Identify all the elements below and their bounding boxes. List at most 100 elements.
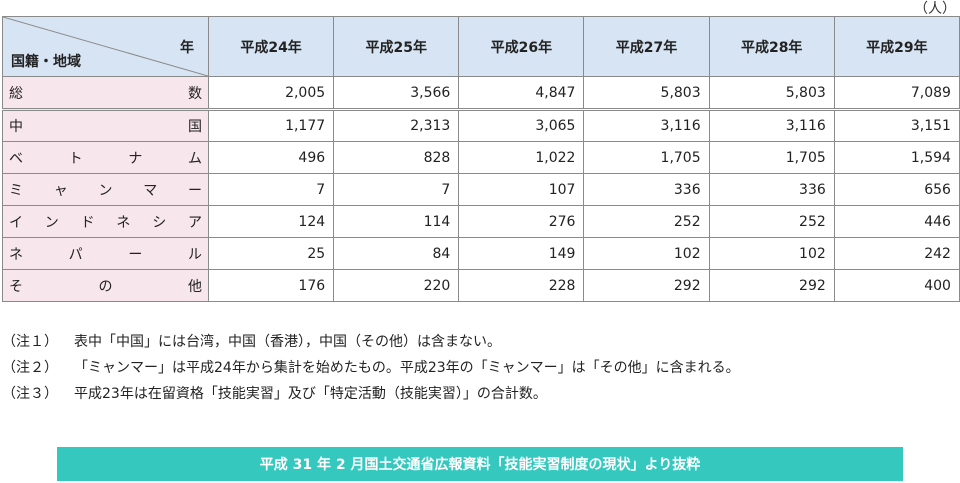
value-cell: 3,065 bbox=[458, 109, 585, 142]
value-cell: 7 bbox=[207, 173, 335, 206]
value-cell: 1,177 bbox=[207, 109, 335, 142]
value-cell: 252 bbox=[583, 205, 710, 238]
value-cell: 496 bbox=[207, 141, 335, 174]
value-cell: 2,005 bbox=[207, 76, 335, 111]
row-label-char: イ bbox=[9, 214, 23, 231]
value-cell: 102 bbox=[583, 237, 710, 270]
year-header: 平成26年 bbox=[458, 16, 585, 77]
value-cell: 1,594 bbox=[833, 141, 960, 174]
value-cell: 84 bbox=[333, 237, 460, 270]
value-cell: 114 bbox=[333, 205, 460, 238]
table-row: ネパール 25 84 149 102 102 242 bbox=[2, 237, 960, 270]
row-label-cell: その他 bbox=[2, 269, 209, 302]
row-label-char: ド bbox=[80, 214, 95, 231]
note-tag: （注１） bbox=[2, 334, 58, 350]
year-header: 平成27年 bbox=[583, 16, 710, 77]
row-label-char: マ bbox=[143, 182, 158, 199]
table-row: その他 176 220 228 292 292 400 bbox=[2, 269, 960, 302]
value-cell: 400 bbox=[833, 269, 960, 302]
total-row: 総数 2,005 3,566 4,847 5,803 5,803 7,089 bbox=[2, 76, 960, 111]
row-label: ネパール bbox=[9, 244, 202, 264]
value-cell: 446 bbox=[833, 205, 960, 238]
value-cell: 828 bbox=[333, 141, 460, 174]
row-label-cell: ミャンマー bbox=[2, 173, 209, 206]
table-row: ミャンマー 7 7 107 336 336 656 bbox=[2, 173, 960, 206]
row-label-char: ネ bbox=[9, 246, 23, 263]
value-cell: 124 bbox=[207, 205, 335, 238]
row-label-char: ー bbox=[128, 246, 143, 263]
year-header: 平成29年 bbox=[833, 16, 960, 77]
row-label-char: ベ bbox=[9, 150, 23, 167]
value-cell: 176 bbox=[207, 269, 335, 302]
row-label: その他 bbox=[9, 276, 202, 296]
row-label-cell: ベトナム bbox=[2, 141, 209, 174]
year-header: 平成25年 bbox=[333, 16, 460, 77]
corner-country-label: 国籍・地域 bbox=[11, 54, 81, 70]
diagonal-divider bbox=[3, 17, 208, 76]
row-label-char: の bbox=[98, 278, 113, 295]
row-label-cell: 総数 bbox=[2, 76, 209, 111]
corner-header-cell: 年 国籍・地域 bbox=[2, 16, 209, 77]
row-label: インドネシア bbox=[9, 212, 202, 232]
value-cell: 3,116 bbox=[583, 109, 710, 142]
value-cell: 1,022 bbox=[458, 141, 585, 174]
header-row: 年 国籍・地域 平成24年 平成25年 平成26年 平成27年 平成28年 平成… bbox=[2, 16, 960, 77]
value-cell: 7,089 bbox=[833, 76, 960, 111]
note-2: （注２） 「ミャンマー」は平成24年から集計を始めたもの。平成23年の「ミャンマ… bbox=[2, 355, 740, 381]
value-cell: 3,566 bbox=[333, 76, 460, 111]
value-cell: 3,151 bbox=[833, 109, 960, 142]
row-label-char: ナ bbox=[128, 150, 143, 167]
value-cell: 1,705 bbox=[583, 141, 710, 174]
row-label-char: 総 bbox=[9, 85, 23, 102]
value-cell: 1,705 bbox=[708, 141, 835, 174]
row-label-char: 国 bbox=[188, 119, 202, 135]
value-cell: 242 bbox=[833, 237, 960, 270]
value-cell: 107 bbox=[458, 173, 585, 206]
value-cell: 336 bbox=[583, 173, 710, 206]
row-label: ミャンマー bbox=[9, 180, 202, 200]
row-label-char: 中 bbox=[9, 119, 23, 135]
row-label-char: ネ bbox=[116, 214, 131, 231]
row-label-cell: インドネシア bbox=[2, 205, 209, 238]
value-cell: 336 bbox=[708, 173, 835, 206]
trainee-count-table: 年 国籍・地域 平成24年 平成25年 平成26年 平成27年 平成28年 平成… bbox=[2, 16, 960, 302]
row-label: 中国 bbox=[9, 116, 202, 136]
note-tag: （注３） bbox=[2, 386, 58, 402]
row-label-char: ト bbox=[68, 150, 83, 167]
table-row: インドネシア 124 114 276 252 252 446 bbox=[2, 205, 960, 238]
value-cell: 3,116 bbox=[708, 109, 835, 142]
row-label-char: ン bbox=[44, 214, 59, 231]
row-label-char: 数 bbox=[188, 85, 202, 102]
row-label-char: ム bbox=[187, 150, 202, 167]
value-cell: 7 bbox=[333, 173, 460, 206]
table-row: ベトナム 496 828 1,022 1,705 1,705 1,594 bbox=[2, 141, 960, 174]
value-cell: 220 bbox=[333, 269, 460, 302]
table-row: 中国 1,177 2,313 3,065 3,116 3,116 3,151 bbox=[2, 109, 960, 142]
row-label-char: ン bbox=[98, 182, 113, 199]
year-header: 平成24年 bbox=[207, 16, 335, 77]
note-tag: （注２） bbox=[2, 360, 58, 376]
row-label-char: パ bbox=[68, 246, 83, 263]
note-3: （注３） 平成23年は在留資格「技能実習」及び「特定活動（技能実習）」の合計数。 bbox=[2, 381, 740, 407]
corner-year-label: 年 bbox=[180, 40, 194, 56]
unit-label: （人） bbox=[914, 1, 956, 17]
value-cell: 2,313 bbox=[333, 109, 460, 142]
notes-section: （注１） 表中「中国」には台湾，中国（香港），中国（その他）は含まない。 （注２… bbox=[2, 329, 740, 407]
value-cell: 5,803 bbox=[583, 76, 710, 111]
row-label-char: ー bbox=[188, 182, 202, 199]
note-text: 平成23年は在留資格「技能実習」及び「特定活動（技能実習）」の合計数。 bbox=[74, 386, 547, 402]
value-cell: 4,847 bbox=[458, 76, 585, 111]
row-label-char: ル bbox=[187, 246, 202, 263]
note-1: （注１） 表中「中国」には台湾，中国（香港），中国（その他）は含まない。 bbox=[2, 329, 740, 355]
note-text: 「ミャンマー」は平成24年から集計を始めたもの。平成23年の「ミャンマー」は「そ… bbox=[74, 360, 740, 376]
row-label-cell: 中国 bbox=[2, 109, 209, 142]
row-label-char: ア bbox=[187, 214, 202, 231]
value-cell: 228 bbox=[458, 269, 585, 302]
row-label-char: シ bbox=[152, 214, 167, 231]
row-label-char: 他 bbox=[188, 278, 202, 295]
value-cell: 292 bbox=[583, 269, 710, 302]
value-cell: 5,803 bbox=[708, 76, 835, 111]
row-label: ベトナム bbox=[9, 148, 202, 168]
value-cell: 252 bbox=[708, 205, 835, 238]
row-label: 総数 bbox=[9, 83, 202, 103]
